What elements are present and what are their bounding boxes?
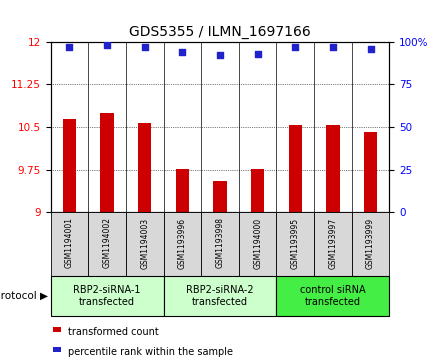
- Point: [141, 44, 148, 50]
- Bar: [100, 113, 114, 212]
- Text: RBP2-siRNA-1
transfected: RBP2-siRNA-1 transfected: [73, 285, 141, 307]
- Point: [292, 44, 299, 50]
- Bar: [326, 125, 340, 212]
- Bar: [88, 212, 126, 276]
- Text: GSM1193998: GSM1193998: [216, 217, 224, 268]
- Text: GSM1194002: GSM1194002: [103, 217, 112, 268]
- Text: percentile rank within the sample: percentile rank within the sample: [68, 347, 233, 357]
- Bar: [352, 212, 389, 276]
- Bar: [126, 212, 164, 276]
- Bar: [276, 276, 389, 316]
- Bar: [213, 181, 227, 212]
- Bar: [164, 212, 201, 276]
- Text: GSM1194001: GSM1194001: [65, 217, 74, 268]
- Point: [66, 44, 73, 50]
- Title: GDS5355 / ILMN_1697166: GDS5355 / ILMN_1697166: [129, 25, 311, 39]
- Point: [330, 44, 337, 50]
- Bar: [138, 122, 151, 212]
- Text: GSM1193996: GSM1193996: [178, 217, 187, 269]
- Bar: [51, 212, 88, 276]
- Text: protocol ▶: protocol ▶: [0, 291, 48, 301]
- Bar: [164, 276, 276, 316]
- Bar: [63, 118, 76, 212]
- Point: [103, 42, 110, 48]
- Bar: [364, 132, 377, 212]
- Text: control siRNA
transfected: control siRNA transfected: [300, 285, 366, 307]
- Bar: [239, 212, 276, 276]
- Bar: [276, 212, 314, 276]
- Point: [216, 53, 224, 58]
- Bar: [51, 276, 164, 316]
- Text: RBP2-siRNA-2
transfected: RBP2-siRNA-2 transfected: [186, 285, 254, 307]
- Bar: [176, 169, 189, 212]
- Text: GSM1193997: GSM1193997: [328, 217, 337, 269]
- Point: [254, 51, 261, 57]
- Point: [367, 46, 374, 52]
- Text: transformed count: transformed count: [68, 327, 159, 337]
- Bar: [251, 168, 264, 212]
- Bar: [314, 212, 352, 276]
- Text: GSM1193995: GSM1193995: [291, 217, 300, 269]
- Text: GSM1194003: GSM1194003: [140, 217, 149, 269]
- Text: GSM1193999: GSM1193999: [366, 217, 375, 269]
- Point: [179, 49, 186, 55]
- Text: GSM1194000: GSM1194000: [253, 217, 262, 269]
- Bar: [201, 212, 239, 276]
- Bar: [289, 125, 302, 212]
